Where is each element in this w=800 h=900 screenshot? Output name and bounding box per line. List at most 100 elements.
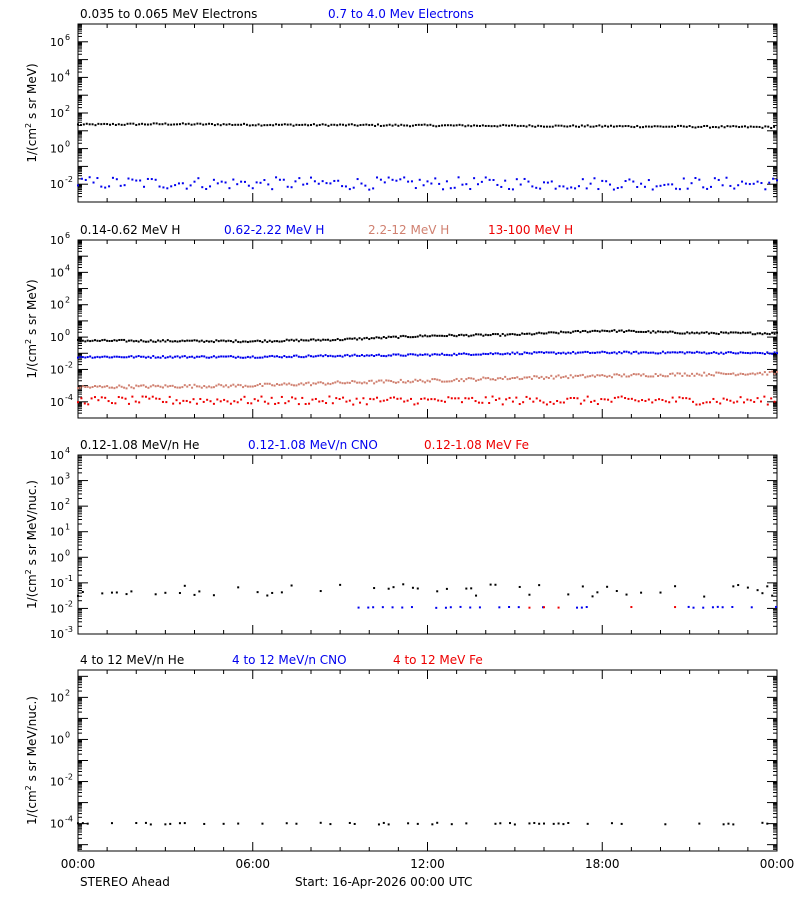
data-point xyxy=(596,330,599,333)
data-point xyxy=(166,339,169,342)
data-point xyxy=(683,332,686,335)
data-point xyxy=(379,400,382,403)
data-point xyxy=(147,386,150,389)
data-point xyxy=(324,123,327,126)
data-point xyxy=(635,330,638,333)
data-point xyxy=(703,331,706,334)
data-point xyxy=(445,380,448,383)
data-point xyxy=(635,350,638,353)
data-point xyxy=(752,125,755,128)
series-points xyxy=(77,370,778,390)
data-point xyxy=(775,605,778,608)
data-point xyxy=(455,354,458,357)
data-point xyxy=(523,333,526,336)
data-point xyxy=(157,384,160,387)
data-point xyxy=(143,123,146,126)
data-point xyxy=(348,399,351,402)
data-point xyxy=(226,400,229,403)
data-point xyxy=(472,334,475,337)
data-point xyxy=(416,335,419,338)
data-point xyxy=(647,330,650,333)
data-point xyxy=(368,124,371,127)
data-point xyxy=(108,356,111,359)
data-point xyxy=(129,122,132,125)
data-point xyxy=(419,334,422,337)
data-point xyxy=(505,398,508,401)
data-point xyxy=(367,606,370,609)
data-point xyxy=(559,352,562,355)
data-point xyxy=(319,354,322,357)
data-point xyxy=(362,397,365,400)
data-point xyxy=(419,378,422,381)
data-point xyxy=(702,402,705,405)
data-point xyxy=(155,122,158,125)
data-point xyxy=(610,376,613,379)
data-point xyxy=(362,123,365,126)
data-point xyxy=(742,351,745,354)
data-point xyxy=(613,329,616,332)
data-point xyxy=(385,379,388,382)
data-point xyxy=(426,398,429,401)
data-point xyxy=(615,373,618,376)
data-point xyxy=(623,330,626,333)
data-point xyxy=(319,339,322,342)
data-point xyxy=(773,332,776,335)
data-point xyxy=(175,399,178,402)
data-point xyxy=(84,356,87,359)
data-point xyxy=(372,187,375,190)
data-point xyxy=(183,384,186,387)
data-point xyxy=(397,337,400,340)
data-point xyxy=(82,123,85,126)
data-point xyxy=(344,185,347,188)
data-point xyxy=(314,397,317,400)
data-point xyxy=(776,331,778,334)
data-point xyxy=(215,356,218,359)
data-point xyxy=(498,606,501,609)
data-point xyxy=(100,396,103,399)
data-point xyxy=(275,123,278,126)
data-point xyxy=(158,185,161,188)
data-point xyxy=(682,125,685,128)
data-point xyxy=(461,124,464,127)
data-point xyxy=(722,372,725,375)
data-point xyxy=(737,584,740,587)
data-point xyxy=(328,395,331,398)
data-point xyxy=(127,384,130,387)
data-point xyxy=(717,352,720,355)
data-point xyxy=(282,178,285,181)
data-point xyxy=(216,182,219,185)
data-point xyxy=(521,332,524,335)
data-point xyxy=(409,353,412,356)
data-point xyxy=(771,370,774,373)
data-point xyxy=(772,177,775,180)
data-point xyxy=(464,397,467,400)
data-point xyxy=(511,333,514,336)
data-point xyxy=(344,124,347,127)
data-point xyxy=(147,355,150,358)
data-point xyxy=(272,124,275,127)
data-point xyxy=(244,356,247,359)
data-point xyxy=(727,332,730,335)
data-point xyxy=(664,375,667,378)
data-point xyxy=(215,339,218,342)
data-point xyxy=(360,354,363,357)
data-point xyxy=(712,397,715,400)
data-point xyxy=(515,178,518,181)
data-point xyxy=(178,386,181,389)
data-point xyxy=(657,352,660,355)
data-point xyxy=(603,398,606,401)
data-point xyxy=(596,591,599,594)
data-point xyxy=(693,351,696,354)
data-point xyxy=(548,125,551,128)
data-point xyxy=(659,330,662,333)
data-point xyxy=(135,179,138,182)
x-tick-label: 00:00 xyxy=(61,857,96,871)
data-point xyxy=(623,373,626,376)
data-point xyxy=(654,399,657,402)
data-point xyxy=(80,397,83,400)
data-point xyxy=(601,350,604,353)
data-point xyxy=(518,403,521,406)
data-point xyxy=(331,355,334,358)
data-point xyxy=(375,380,378,383)
data-point xyxy=(346,337,349,340)
